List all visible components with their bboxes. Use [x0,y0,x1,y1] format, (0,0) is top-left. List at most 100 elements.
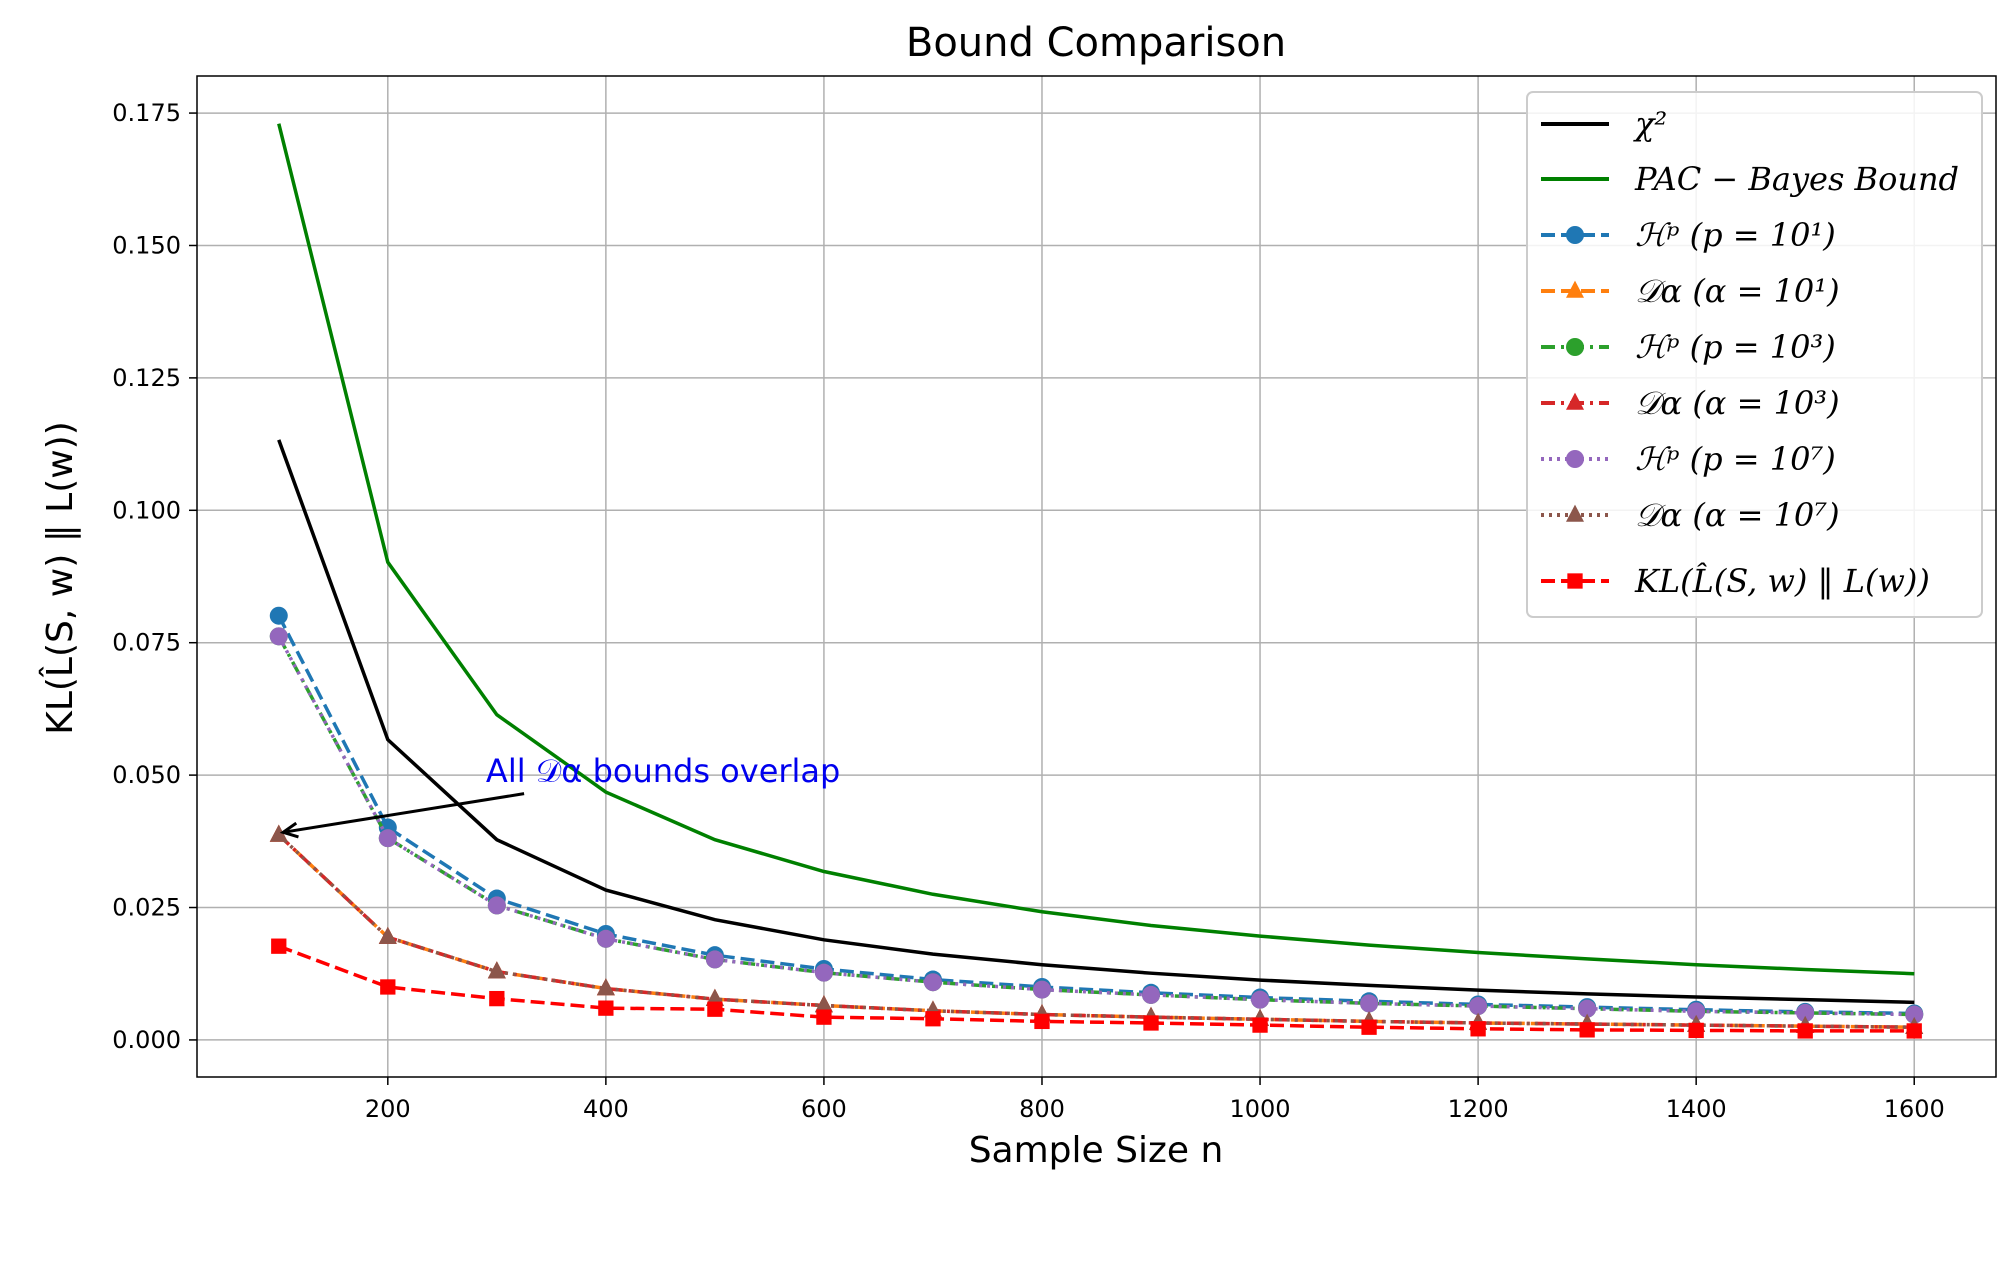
data-point [596,929,615,948]
annotation-arrow [282,792,525,834]
legend-marker [1566,504,1584,522]
x-tick-label: 400 [583,1095,629,1123]
chart-title: Bound Comparison [906,20,1286,66]
legend-item: ℋᵖ (p = 10³) [1541,328,1836,366]
y-tick-label: 0.025 [112,894,181,922]
data-point [1252,1017,1268,1033]
x-tick-label: 600 [801,1095,847,1123]
data-point [1578,999,1597,1018]
data-point [705,950,724,969]
x-tick-label: 1000 [1230,1095,1291,1123]
y-tick-label: 0.150 [112,231,181,259]
data-point [1142,985,1161,1004]
legend-label: ℋᵖ (p = 10⁷) [1635,440,1836,478]
data-point [378,926,397,944]
annotation-text: All 𝒟α bounds overlap [486,752,840,790]
legend-label: ℋᵖ (p = 10¹) [1635,216,1836,254]
data-point [816,1009,832,1025]
x-tick-label: 200 [365,1095,411,1123]
data-point [1906,1023,1922,1039]
y-tick-label: 0.000 [112,1026,181,1054]
y-tick-label: 0.175 [112,99,181,127]
data-point [271,938,287,954]
data-point [814,963,833,982]
data-point [1687,1002,1706,1021]
x-tick-label: 1200 [1448,1095,1509,1123]
y-axis-label: KL(L̂(S, w) ‖ L(w)) [38,421,81,735]
legend-item: ℋᵖ (p = 10⁷) [1541,440,1836,478]
data-point [269,606,288,625]
series-6 [269,627,1924,1024]
data-point [923,973,942,992]
series-1 [277,123,1915,976]
annotation-arrowhead [279,821,299,839]
data-point [1796,1003,1815,1022]
series-line [277,439,1915,1005]
legend-marker [1566,392,1584,410]
data-point [487,896,506,915]
data-point [1360,994,1379,1013]
data-point [1579,1022,1595,1038]
axis-ticks: 200 400 600 800 1000 1200 1400 1600 0.000 0.025 0.… [112,99,1944,1123]
data-point [1251,990,1270,1009]
x-tick-label: 800 [1019,1095,1065,1123]
data-point [1032,980,1051,999]
series-lines [269,123,1924,1039]
data-point [596,978,615,996]
legend-item: ℋᵖ (p = 10¹) [1541,216,1836,254]
legend-label: 𝒟α (α = 10⁷) [1635,496,1840,534]
legend-item: 𝒟α (α = 10³) [1541,384,1840,422]
legend-marker [1566,280,1584,298]
data-point [269,627,288,646]
data-point [1034,1013,1050,1030]
y-tick-label: 0.050 [112,761,181,789]
data-point [380,979,396,995]
data-point [378,829,397,848]
data-point [487,961,506,979]
legend-item: 𝒟α (α = 10¹) [1541,272,1840,310]
legend-item: KL(L̂(S, w) ‖ L(w)) [1541,562,1930,600]
data-point [598,1000,614,1016]
legend-label: χ² [1633,105,1667,143]
legend-marker [1567,573,1583,589]
data-point [1469,997,1488,1016]
legend-item: PAC − Bayes Bound [1541,160,1959,198]
legend-label: 𝒟α (α = 10¹) [1635,272,1840,310]
series-line [277,635,1915,1017]
y-tick-label: 0.075 [112,629,181,657]
data-point [1143,1015,1159,1031]
series-8 [271,938,1922,1039]
legend-label: ℋᵖ (p = 10³) [1635,328,1836,366]
x-tick-label: 1600 [1884,1095,1945,1123]
legend-label: 𝒟α (α = 10³) [1635,384,1840,422]
x-axis-label: Sample Size n [969,1130,1224,1171]
series-line [277,123,1915,976]
data-point [1361,1019,1377,1035]
legend-label: KL(L̂(S, w) ‖ L(w)) [1634,562,1930,600]
data-point [925,1011,941,1027]
legend-item: χ² [1541,105,1667,143]
plot-frame [196,75,1997,1078]
y-tick-label: 0.100 [112,496,181,524]
legend-label: PAC − Bayes Bound [1634,160,1959,198]
data-point [707,1001,723,1017]
series-line [277,833,1915,1029]
data-point [1470,1021,1486,1037]
data-point [1905,1005,1924,1024]
legend-marker [1566,226,1584,244]
series-line [278,944,1915,1033]
legend: χ² PAC − Bayes Bound ℋᵖ (p = 10¹) 𝒟α (α = 1… [1526,91,1983,618]
x-tick-label: 1400 [1666,1095,1727,1123]
data-point [814,995,833,1013]
series-0 [277,439,1915,1005]
annotation: All 𝒟α bounds overlap [279,752,840,839]
legend-box [1526,91,1983,618]
legend-marker [1566,338,1584,356]
data-point [489,990,505,1007]
y-tick-label: 0.125 [112,364,181,392]
legend-marker [1566,450,1584,468]
data-point [1688,1022,1704,1039]
data-point [1797,1023,1813,1039]
legend-item: 𝒟α (α = 10⁷) [1541,496,1840,534]
